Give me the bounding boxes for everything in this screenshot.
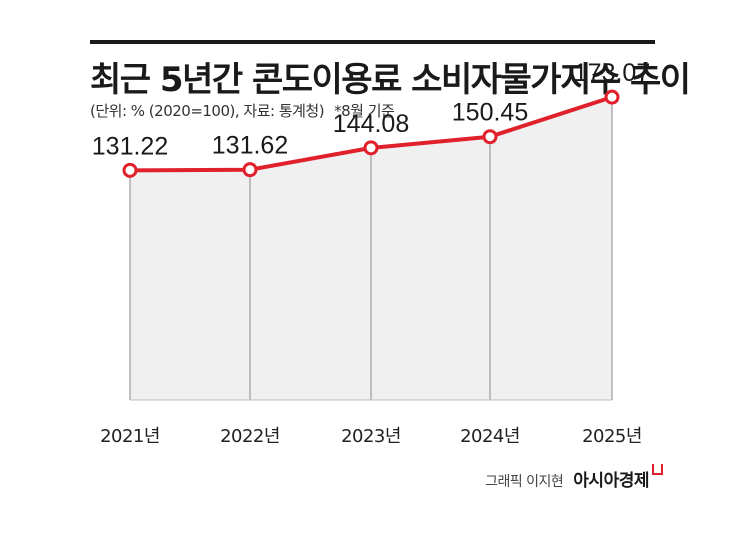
x-tick-label-1: 2021년 <box>100 426 160 447</box>
brand-logo-text: 아시아경제 <box>573 471 649 491</box>
x-tick-label-5: 2025년 <box>582 426 642 447</box>
value-label-5: 173.07 <box>574 59 650 87</box>
chart-subtitle: (단위: % (2020=100), 자료: 통계청) *8월 기준 <box>90 100 395 121</box>
data-point-1 <box>122 162 138 178</box>
data-point-5 <box>604 89 620 105</box>
data-point-2 <box>242 162 258 178</box>
x-tick-label-2: 2022년 <box>220 426 280 447</box>
x-tick-label-4: 2024년 <box>460 426 520 447</box>
footnote-text: *8월 기준 <box>334 102 395 120</box>
value-label-3: 144.08 <box>333 110 409 138</box>
x-tick-label-3: 2023년 <box>341 426 401 447</box>
value-label-4: 150.45 <box>452 99 528 127</box>
data-point-4 <box>482 129 498 145</box>
title-rule <box>90 40 655 44</box>
value-label-2: 131.62 <box>212 132 288 160</box>
chart-title: 최근 5년간 콘도이용료 소비자물가지수 추이 <box>90 60 691 100</box>
unit-source-text: (단위: % (2020=100), 자료: 통계청) <box>90 102 325 120</box>
graphic-credit: 그래픽 이지현 <box>485 474 564 490</box>
value-label-1: 131.22 <box>92 132 168 160</box>
data-point-3 <box>363 140 379 156</box>
brand-logo: 아시아경제 <box>573 464 663 491</box>
footer: 그래픽 이지현 아시아경제 <box>485 464 663 491</box>
brand-mark-icon <box>652 464 663 475</box>
